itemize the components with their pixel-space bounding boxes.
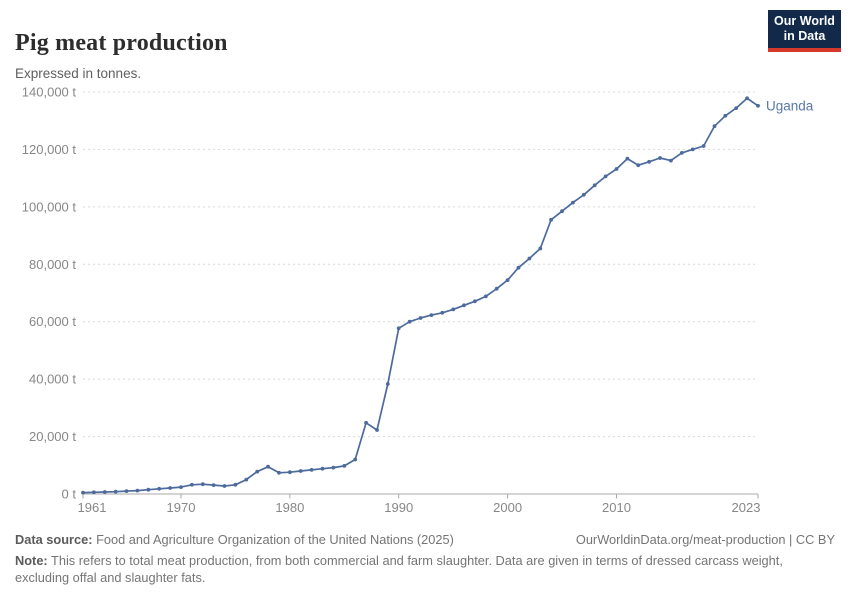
data-point[interactable] (353, 457, 358, 462)
y-tick-label: 100,000 t (22, 199, 77, 214)
data-point[interactable] (320, 466, 325, 471)
chart-note: Note: This refers to total meat producti… (15, 552, 823, 587)
data-point[interactable] (636, 163, 641, 168)
data-point[interactable] (734, 106, 739, 110)
data-point[interactable] (288, 470, 292, 475)
line-chart-svg[interactable]: 0 t 20,000 t 40,000 t 60,000 t 80,000 t 100,0… (0, 70, 850, 520)
data-point[interactable] (211, 483, 216, 487)
data-point[interactable] (669, 158, 673, 163)
y-tick-label: 40,000 t (29, 372, 76, 387)
data-point[interactable] (712, 124, 717, 129)
data-point[interactable] (549, 217, 553, 222)
data-source-text: Food and Agriculture Organization of the… (92, 532, 454, 547)
data-point[interactable] (756, 103, 760, 108)
data-point[interactable] (723, 113, 728, 118)
data-point[interactable] (516, 265, 521, 270)
data-point[interactable] (581, 192, 586, 197)
data-point[interactable] (614, 167, 619, 171)
note-text: This refers to total meat production, fr… (15, 552, 783, 586)
data-point[interactable] (342, 464, 347, 468)
data-point[interactable] (222, 484, 227, 488)
y-tick-label: 20,000 t (29, 429, 76, 444)
data-point[interactable] (527, 256, 532, 261)
data-point[interactable] (375, 428, 379, 432)
data-point[interactable] (233, 482, 238, 487)
owid-citation-link[interactable]: OurWorldinData.org/meat-production | CC … (575, 532, 835, 547)
data-point[interactable] (168, 486, 173, 490)
x-tick-label: 2023 (732, 500, 761, 515)
x-tick-label: 1970 (167, 500, 196, 515)
data-point[interactable] (647, 159, 651, 164)
data-point[interactable] (146, 487, 151, 492)
data-source: Data source: Food and Agriculture Organi… (15, 531, 454, 549)
page-subtitle: Expressed in tonnes. (15, 65, 142, 81)
data-point[interactable] (440, 310, 445, 315)
data-point[interactable] (658, 156, 662, 160)
data-point[interactable] (364, 420, 368, 425)
data-point[interactable] (277, 470, 281, 475)
x-tick-label: 2010 (602, 500, 631, 515)
x-tick-label: 1961 (78, 500, 107, 515)
data-point[interactable] (190, 482, 194, 487)
y-tick-label: 140,000 t (22, 85, 77, 100)
data-point[interactable] (690, 147, 695, 152)
data-point[interactable] (92, 490, 96, 495)
data-point[interactable] (266, 464, 270, 469)
data-point[interactable] (418, 316, 423, 320)
series-end-label: Uganda (766, 98, 814, 113)
data-point[interactable] (200, 482, 205, 487)
data-point[interactable] (135, 488, 140, 493)
data-point[interactable] (407, 319, 412, 324)
x-tick-label: 2000 (493, 500, 522, 515)
data-point[interactable] (157, 486, 162, 491)
data-point[interactable] (429, 313, 434, 317)
data-point[interactable] (701, 144, 706, 148)
data-point[interactable] (592, 183, 597, 188)
y-tick-label: 60,000 t (29, 314, 76, 329)
y-tick-label: 0 t (62, 487, 77, 502)
data-point[interactable] (81, 490, 85, 495)
data-point[interactable] (102, 490, 107, 494)
data-point[interactable] (571, 200, 575, 205)
data-point[interactable] (298, 469, 303, 473)
data-point[interactable] (179, 485, 183, 489)
data-source-label: Data source: (15, 532, 93, 547)
data-point[interactable] (625, 156, 630, 161)
data-point[interactable] (603, 174, 608, 179)
data-point[interactable] (124, 489, 129, 493)
x-tick-label: 1980 (275, 500, 304, 515)
data-point[interactable] (331, 465, 336, 470)
y-tick-label: 120,000 t (22, 142, 77, 157)
y-tick-label: 80,000 t (29, 257, 76, 272)
x-tick-label: 1990 (384, 500, 413, 515)
data-point[interactable] (745, 96, 749, 101)
data-point[interactable] (309, 468, 314, 472)
page-title: Pig meat production (15, 30, 228, 57)
data-point[interactable] (462, 303, 466, 308)
owid-logo-line1: Our World (774, 13, 835, 28)
data-point[interactable] (505, 278, 510, 282)
data-point[interactable] (244, 477, 249, 482)
note-label: Note: (15, 552, 48, 568)
data-point[interactable] (113, 489, 118, 494)
data-point[interactable] (451, 307, 456, 312)
data-point[interactable] (494, 286, 499, 291)
data-line[interactable] (82, 97, 759, 494)
data-point[interactable] (396, 326, 401, 331)
data-point[interactable] (385, 382, 390, 386)
data-point[interactable] (473, 299, 477, 304)
chart-footer: Data source: Food and Agriculture Organi… (15, 531, 835, 587)
owid-logo[interactable]: Our World in Data (768, 10, 841, 52)
data-point[interactable] (560, 209, 564, 214)
data-point[interactable] (538, 246, 543, 251)
data-point[interactable] (255, 469, 260, 474)
chart-area[interactable]: 0 t 20,000 t 40,000 t 60,000 t 80,000 t 100,0… (0, 70, 850, 520)
data-point[interactable] (483, 294, 488, 299)
owid-logo-line2: in Data (783, 29, 826, 43)
data-point[interactable] (679, 151, 684, 155)
